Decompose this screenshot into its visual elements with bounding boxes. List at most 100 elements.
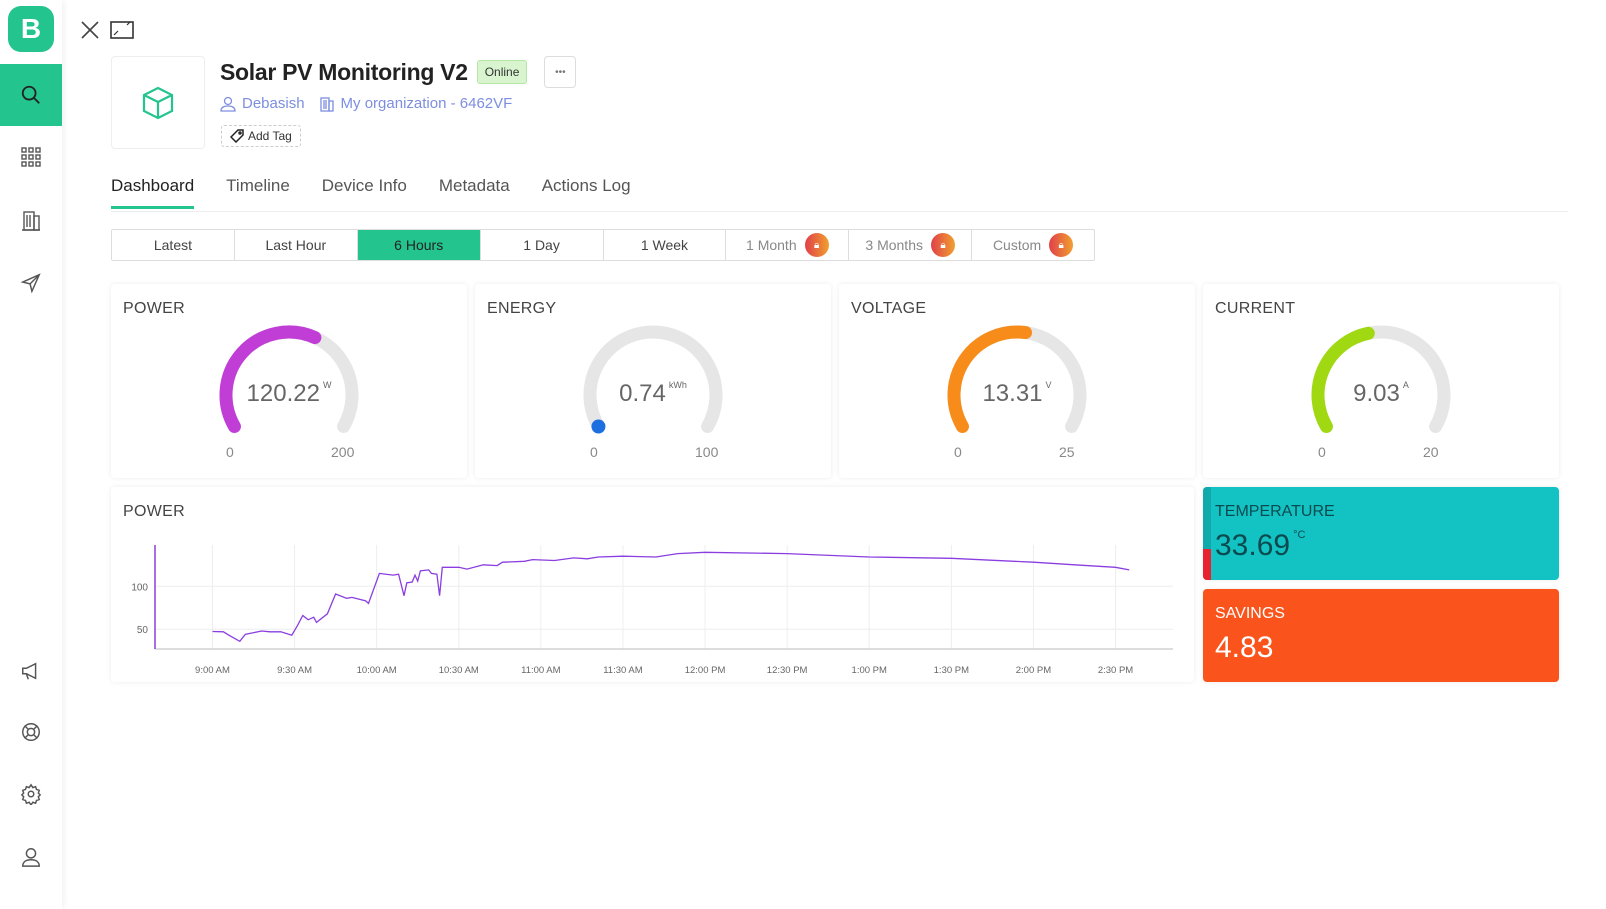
current-gauge-card: CURRENT 9.03 A 0 20 — [1203, 284, 1559, 478]
gauge-max: 20 — [1423, 444, 1439, 460]
sidebar-item-settings[interactable] — [0, 763, 62, 825]
power-series-line — [212, 551, 1130, 643]
temperature-title: TEMPERATURE — [1215, 503, 1335, 520]
sidebar-item-announcements[interactable] — [0, 640, 62, 702]
x-tick-label: 11:00 AM — [521, 665, 561, 676]
search-icon — [21, 85, 40, 104]
gauge-fill — [219, 325, 322, 433]
range-latest[interactable]: Latest — [112, 230, 235, 260]
temperature-unit: °C — [1293, 529, 1306, 541]
range-1-day[interactable]: 1 Day — [481, 230, 604, 260]
user-profile-icon — [22, 848, 40, 867]
x-tick-label: 1:00 PM — [852, 665, 887, 676]
gauge-max: 25 — [1059, 444, 1075, 460]
gauge-number: 120.22 — [246, 380, 320, 407]
lock-icon: 🔒︎ — [804, 233, 829, 257]
app-logo[interactable]: B — [8, 6, 54, 52]
tab-actions-log[interactable]: Actions Log — [541, 176, 631, 195]
owner-link[interactable]: Debasish — [220, 95, 305, 112]
gauge-fill — [1311, 326, 1375, 433]
gauge-title: POWER — [123, 300, 185, 317]
range-label: Latest — [153, 237, 192, 253]
x-tick-label: 9:30 AM — [277, 665, 312, 676]
building-icon — [319, 96, 334, 112]
gauge-number: 9.03 — [1353, 380, 1400, 407]
current-gauge — [1311, 325, 1451, 433]
x-tick-label: 9:00 AM — [195, 665, 230, 676]
x-tick-label: 11:30 AM — [603, 665, 643, 676]
tag-icon — [230, 129, 244, 143]
megaphone-icon — [22, 662, 37, 680]
range-custom[interactable]: Custom 🔒︎ — [972, 230, 1094, 260]
temperature-alert-bar — [1203, 549, 1211, 580]
x-tick-label: 10:00 AM — [357, 665, 397, 676]
range-6-hours[interactable]: 6 Hours — [357, 230, 481, 260]
gauge-number: 13.31 — [982, 380, 1043, 407]
sidebar-item-help[interactable] — [0, 701, 62, 763]
send-icon — [20, 273, 41, 294]
tab-timeline[interactable]: Timeline — [226, 176, 290, 195]
gauge-min: 0 — [590, 444, 598, 460]
time-range-selector: Latest Last Hour 6 Hours 1 Day 1 Week 1 Month… — [111, 229, 1095, 261]
tab-device-info[interactable]: Device Info — [321, 176, 407, 195]
range-label: 1 Month — [746, 237, 797, 253]
apps-grid-icon — [21, 147, 41, 167]
gauge-unit: W — [322, 380, 332, 390]
x-tick-label: 12:30 PM — [767, 665, 808, 676]
gauge-title: VOLTAGE — [851, 300, 927, 317]
sidebar-item-profile[interactable] — [0, 826, 62, 888]
collapse-window-icon[interactable] — [110, 20, 134, 40]
range-1-month[interactable]: 1 Month 🔒︎ — [726, 230, 850, 260]
cube-icon — [142, 86, 174, 119]
device-title: Solar PV Monitoring V2 — [220, 58, 468, 85]
power-gauge-card: POWER 120.22 W 0 200 — [111, 284, 467, 478]
gauge-min: 0 — [1318, 444, 1326, 460]
tab-dashboard[interactable]: Dashboard — [111, 176, 195, 209]
range-label: Last Hour — [265, 237, 327, 253]
gauge-number: 0.74 — [619, 380, 666, 407]
sidebar: B — [0, 0, 62, 909]
lock-icon: 🔒︎ — [930, 233, 955, 257]
temperature-value: 33.69 °C — [1215, 529, 1305, 563]
gauge-max: 200 — [331, 444, 355, 460]
gauge-track — [583, 325, 723, 433]
gauge-max: 100 — [695, 444, 719, 460]
sidebar-item-apps[interactable] — [0, 126, 62, 188]
savings-value: 4.83 — [1215, 631, 1274, 664]
y-tick-label: 100 — [131, 582, 148, 593]
x-tick-label: 12:00 PM — [685, 665, 726, 676]
tab-metadata[interactable]: Metadata — [438, 176, 510, 195]
temperature-number: 33.69 — [1215, 529, 1291, 562]
savings-tile: SAVINGS 4.83 — [1203, 589, 1559, 682]
power-chart-card: POWER 9:00 AM 9:30 AM 10:00 AM 10:30 AM 11:0… — [111, 487, 1194, 682]
gauge-unit: kWh — [668, 380, 687, 390]
gauge-value: 9.03 A — [1203, 380, 1559, 408]
user-icon — [220, 96, 236, 112]
range-3-months[interactable]: 3 Months 🔒︎ — [849, 230, 973, 260]
sidebar-item-search[interactable] — [0, 64, 62, 126]
settings-gear-icon — [20, 783, 42, 805]
close-icon[interactable] — [80, 20, 100, 40]
voltage-gauge — [947, 325, 1087, 433]
gauge-title: CURRENT — [1215, 300, 1296, 317]
organization-link[interactable]: My organization - 6462VF — [319, 95, 513, 112]
sidebar-item-send[interactable] — [0, 252, 62, 314]
sidebar-item-organizations[interactable] — [0, 189, 62, 251]
energy-gauge-card: ENERGY 0.74 kWh 0 100 — [475, 284, 831, 478]
range-label: Custom — [992, 237, 1042, 253]
more-options-button[interactable]: ••• — [544, 56, 577, 88]
chart-title: POWER — [123, 503, 185, 520]
add-tag-button[interactable]: Add Tag — [221, 125, 301, 147]
device-image — [111, 56, 205, 149]
gauge-value: 120.22 W — [111, 380, 467, 408]
x-tick-label: 2:00 PM — [1016, 665, 1051, 676]
voltage-gauge-card: VOLTAGE 13.31 V 0 25 — [839, 284, 1195, 478]
gauge-value: 13.31 V — [839, 380, 1195, 408]
range-1-week[interactable]: 1 Week — [604, 230, 727, 260]
organization-name: My organization - 6462VF — [340, 95, 513, 112]
x-tick-label: 2:30 PM — [1098, 665, 1133, 676]
range-last-hour[interactable]: Last Hour — [235, 230, 358, 260]
range-label: 1 Day — [523, 237, 560, 253]
temperature-level-bar — [1203, 487, 1211, 549]
savings-title: SAVINGS — [1215, 605, 1285, 622]
